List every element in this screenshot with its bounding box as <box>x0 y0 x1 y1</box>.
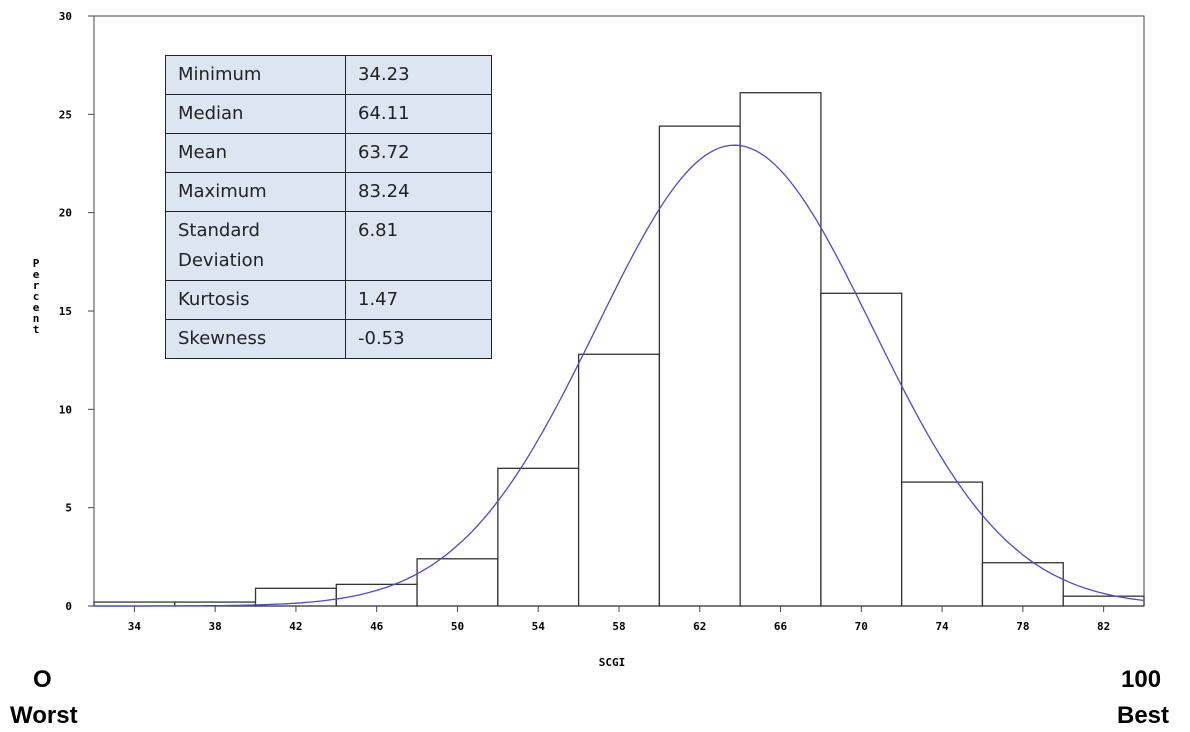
stats-row: Mean 63.72 <box>165 133 492 173</box>
scale-left-text: Worst <box>10 702 78 729</box>
y-tick-label: 20 <box>59 207 72 220</box>
stats-value: 64.11 <box>345 94 492 134</box>
x-tick-label: 38 <box>209 620 222 633</box>
scale-right-text: Best <box>1117 702 1170 729</box>
summary-stats-table: Minimum 34.23 Median 64.11 Mean 63.72 Maximum 8… <box>165 55 492 359</box>
histogram-bar <box>658 125 741 607</box>
histogram-bar <box>820 292 903 607</box>
y-tick-label: 5 <box>65 502 72 515</box>
x-axis-title: SCGI <box>599 656 626 669</box>
bars-group <box>93 92 1145 607</box>
y-tick-label: 10 <box>59 403 72 416</box>
stats-label: Minimum <box>165 55 346 95</box>
x-tick-label: 54 <box>532 620 546 633</box>
x-tick-label: 74 <box>935 620 949 633</box>
histogram-bar <box>981 562 1064 607</box>
y-axis-title-letter: r <box>32 279 40 292</box>
x-axis: 34 38 42 46 50 54 58 62 66 70 74 78 82 <box>128 606 1110 633</box>
stats-value: 6.81 <box>345 211 492 281</box>
x-tick-label: 42 <box>289 620 302 633</box>
x-tick-label: 82 <box>1097 620 1110 633</box>
y-axis-title-letter: e <box>32 301 40 314</box>
stats-value: 1.47 <box>345 280 492 320</box>
stats-label: Mean <box>165 133 346 173</box>
histogram-bar <box>577 353 661 607</box>
x-tick-label: 34 <box>128 620 142 633</box>
y-tick-label: 30 <box>59 10 72 23</box>
stats-value: 34.23 <box>345 55 492 95</box>
stats-row: Kurtosis 1.47 <box>165 280 492 320</box>
x-tick-label: 70 <box>855 620 868 633</box>
stats-row: Minimum 34.23 <box>165 55 492 95</box>
stats-value: 83.24 <box>345 172 492 212</box>
scale-right-value: 100 <box>1121 666 1162 693</box>
histogram-bar <box>335 583 418 607</box>
x-tick-label: 58 <box>612 620 625 633</box>
x-tick-label: 66 <box>774 620 788 633</box>
stats-row: Maximum 83.24 <box>165 172 492 212</box>
histogram-bar <box>497 467 580 607</box>
stats-label: Kurtosis <box>165 280 346 320</box>
normal-curve <box>94 144 1145 607</box>
stats-label: Skewness <box>165 319 346 359</box>
stats-value: -0.53 <box>345 319 492 359</box>
histogram-bar <box>739 92 822 607</box>
x-tick-label: 46 <box>370 620 384 633</box>
stats-label: Standard Deviation <box>165 211 346 281</box>
y-tick-label: 0 <box>65 600 72 613</box>
y-axis: 0 5 10 15 20 25 30 <box>59 10 94 613</box>
y-axis-title-letter: t <box>32 323 40 336</box>
scale-left-value: O <box>33 666 52 693</box>
y-axis-title-letter: P <box>32 257 40 270</box>
y-axis-title-letter: c <box>32 290 40 303</box>
histogram-bar <box>1062 595 1145 607</box>
x-tick-label: 50 <box>451 620 464 633</box>
x-tick-label: 78 <box>1016 620 1029 633</box>
stats-value: 63.72 <box>345 133 492 173</box>
stats-row: Standard Deviation 6.81 <box>165 211 492 281</box>
y-axis-title-letter: e <box>32 268 40 281</box>
stats-label: Median <box>165 94 346 134</box>
stats-row: Skewness -0.53 <box>165 319 492 359</box>
histogram-bar <box>416 558 499 607</box>
y-tick-label: 25 <box>59 108 72 121</box>
stats-row: Median 64.11 <box>165 94 492 134</box>
y-tick-label: 15 <box>59 305 72 318</box>
stats-label: Maximum <box>165 172 346 212</box>
y-axis-title-letter: n <box>32 312 40 325</box>
x-tick-label: 62 <box>693 620 706 633</box>
